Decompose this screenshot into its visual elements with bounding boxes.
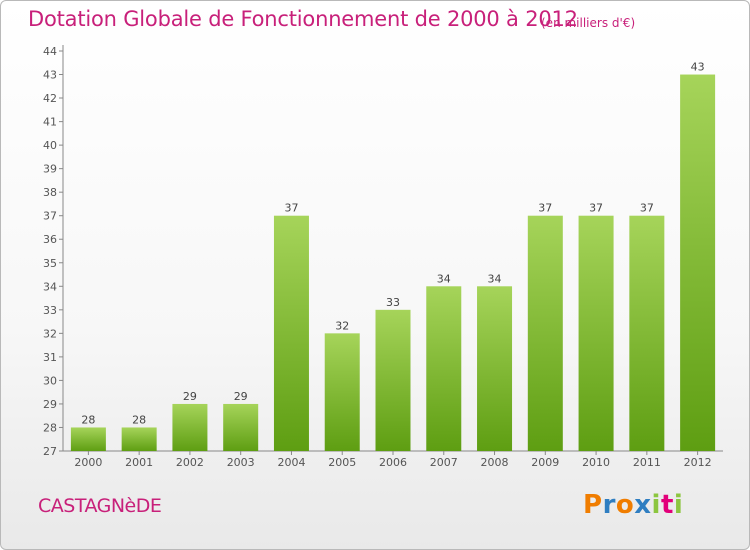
bar-2005 bbox=[324, 333, 360, 451]
x-tick-label-2002: 2002 bbox=[176, 456, 204, 469]
x-tick-label-2001: 2001 bbox=[125, 456, 153, 469]
logo-letter: t bbox=[660, 490, 674, 520]
bar-2008 bbox=[477, 286, 513, 451]
x-tick-label-2007: 2007 bbox=[430, 456, 458, 469]
bar-2009 bbox=[527, 215, 563, 451]
x-tick-label-2006: 2006 bbox=[379, 456, 407, 469]
x-tick-label-2011: 2011 bbox=[633, 456, 661, 469]
commune-name: CASTAGNèDE bbox=[38, 495, 162, 517]
chart-title: Dotation Globale de Fonctionnement de 20… bbox=[28, 7, 578, 31]
bar-2003 bbox=[223, 403, 259, 451]
value-label-2003: 29 bbox=[234, 390, 248, 403]
value-label-2004: 37 bbox=[284, 202, 298, 215]
value-label-2007: 34 bbox=[437, 272, 451, 285]
logo-letter: P bbox=[583, 490, 603, 520]
y-tick-label: 38 bbox=[43, 186, 57, 199]
bar-2012 bbox=[680, 74, 716, 451]
y-tick-label: 27 bbox=[43, 445, 57, 458]
y-tick-label: 43 bbox=[43, 69, 57, 82]
y-tick-label: 40 bbox=[43, 139, 57, 152]
value-label-2002: 29 bbox=[183, 390, 197, 403]
x-tick-label-2008: 2008 bbox=[481, 456, 509, 469]
logo-letter: i bbox=[651, 490, 661, 520]
y-tick-label: 32 bbox=[43, 327, 57, 340]
x-tick-label-2000: 2000 bbox=[74, 456, 102, 469]
y-tick-label: 36 bbox=[43, 233, 57, 246]
value-label-2008: 34 bbox=[488, 272, 502, 285]
y-tick-label: 42 bbox=[43, 92, 57, 105]
y-tick-label: 31 bbox=[43, 351, 57, 364]
y-tick-label: 30 bbox=[43, 374, 57, 387]
logo-letter: o bbox=[615, 490, 635, 520]
y-tick-label: 35 bbox=[43, 257, 57, 270]
value-label-2011: 37 bbox=[640, 202, 654, 215]
y-tick-label: 28 bbox=[43, 421, 57, 434]
x-tick-label-2005: 2005 bbox=[328, 456, 356, 469]
logo-letter: r bbox=[602, 490, 616, 520]
y-tick-label: 44 bbox=[43, 45, 57, 58]
value-label-2009: 37 bbox=[538, 202, 552, 215]
bar-2010 bbox=[578, 215, 614, 451]
bar-2006 bbox=[375, 309, 411, 451]
y-tick-label: 33 bbox=[43, 304, 57, 317]
y-tick-label: 37 bbox=[43, 210, 57, 223]
x-tick-label-2004: 2004 bbox=[277, 456, 305, 469]
bar-2002 bbox=[172, 403, 208, 451]
value-label-2006: 33 bbox=[386, 296, 400, 309]
bar-2007 bbox=[426, 286, 462, 451]
logo-letter: i bbox=[673, 490, 684, 520]
bar-2001 bbox=[121, 427, 157, 451]
y-tick-label: 39 bbox=[43, 163, 57, 176]
bar-2011 bbox=[629, 215, 665, 451]
value-label-2000: 28 bbox=[81, 413, 95, 426]
value-label-2005: 32 bbox=[335, 319, 349, 332]
bar-2004 bbox=[273, 215, 309, 451]
y-tick-label: 34 bbox=[43, 280, 57, 293]
proxiti-logo: Proxiti bbox=[583, 490, 683, 520]
y-tick-label: 41 bbox=[43, 116, 57, 129]
x-tick-label-2012: 2012 bbox=[684, 456, 712, 469]
x-tick-label-2009: 2009 bbox=[531, 456, 559, 469]
y-tick-label: 29 bbox=[43, 398, 57, 411]
chart-unit: (en milliers d'€) bbox=[541, 16, 636, 30]
x-tick-label-2010: 2010 bbox=[582, 456, 610, 469]
x-tick-label-2003: 2003 bbox=[227, 456, 255, 469]
bar-2000 bbox=[70, 427, 106, 451]
logo-letter: x bbox=[634, 490, 652, 520]
value-label-2001: 28 bbox=[132, 413, 146, 426]
value-label-2010: 37 bbox=[589, 202, 603, 215]
value-label-2012: 43 bbox=[691, 61, 705, 74]
